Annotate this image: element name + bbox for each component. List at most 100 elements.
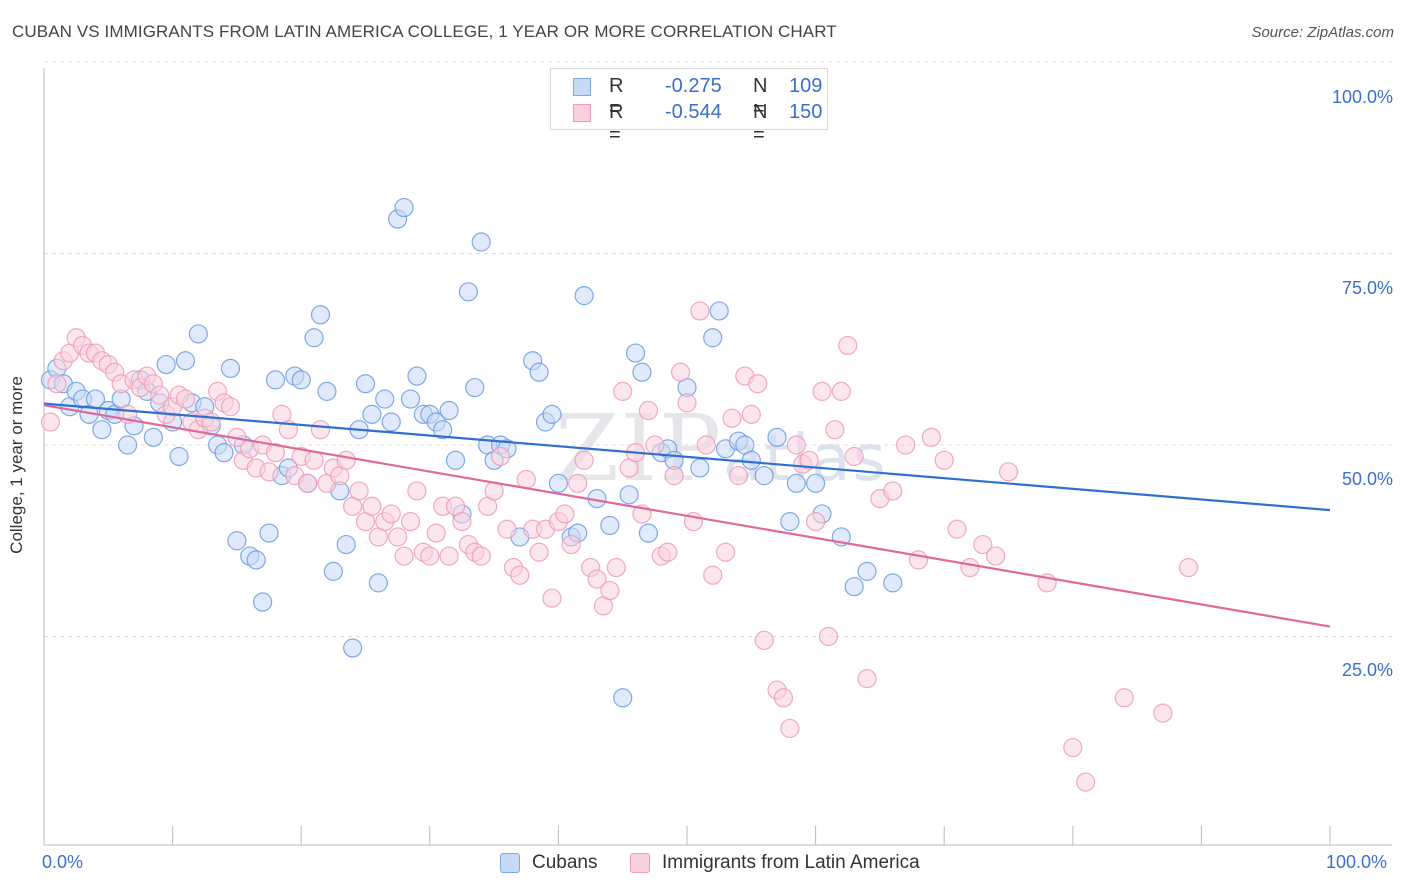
data-point xyxy=(150,385,170,405)
data-point xyxy=(773,688,794,708)
data-point xyxy=(677,393,697,413)
data-point xyxy=(452,511,472,532)
data-point xyxy=(362,404,382,424)
n-label: N = xyxy=(753,75,768,120)
data-point xyxy=(426,523,446,543)
data-point xyxy=(246,550,266,570)
stats-legend: R = -0.275 N = 109 R = -0.544 N = 150 xyxy=(550,68,828,146)
data-point xyxy=(1153,703,1173,723)
r-label: R = xyxy=(609,101,624,146)
data-point xyxy=(394,197,414,218)
data-point xyxy=(400,389,421,409)
data-point xyxy=(317,381,337,401)
data-point xyxy=(805,511,826,532)
data-point xyxy=(600,580,620,601)
r-label: R = xyxy=(609,75,624,120)
data-point xyxy=(227,531,247,551)
data-point xyxy=(465,377,485,398)
data-point xyxy=(670,362,691,382)
data-point xyxy=(973,534,993,555)
data-point xyxy=(786,473,806,493)
data-point xyxy=(143,427,163,447)
n-value: 109 xyxy=(789,75,823,97)
y-tick-label: 75.0% xyxy=(1341,278,1393,298)
data-point xyxy=(741,450,761,470)
x-tick-label: 100.0% xyxy=(1326,852,1388,872)
data-point xyxy=(658,542,678,562)
data-point xyxy=(568,473,588,493)
data-point xyxy=(600,515,620,536)
data-point xyxy=(439,546,459,566)
legend-swatch-pink xyxy=(573,104,591,122)
data-point xyxy=(574,450,594,470)
data-point xyxy=(400,511,421,532)
data-point xyxy=(336,534,356,555)
data-point xyxy=(375,389,395,409)
data-point xyxy=(883,573,903,593)
data-point xyxy=(1063,737,1083,758)
data-point xyxy=(542,404,562,424)
legend-label: Cubans xyxy=(532,852,598,873)
data-point xyxy=(703,328,723,348)
data-point xyxy=(613,381,633,401)
data-point xyxy=(323,561,343,581)
data-point xyxy=(767,427,787,447)
data-point xyxy=(188,324,208,344)
data-point xyxy=(220,358,241,378)
y-axis-label: College, 1 year or more xyxy=(7,376,26,554)
data-point xyxy=(896,435,916,455)
data-point xyxy=(433,420,453,440)
axes xyxy=(43,68,1392,846)
data-point xyxy=(265,370,286,390)
data-point xyxy=(998,462,1019,482)
data-point xyxy=(986,546,1006,566)
data-point xyxy=(355,374,376,394)
data-point xyxy=(529,542,549,562)
data-point xyxy=(291,370,311,390)
data-point xyxy=(47,374,67,394)
legend-swatch-blue xyxy=(500,853,520,873)
data-point xyxy=(921,427,941,447)
data-point xyxy=(220,397,241,417)
data-point xyxy=(960,557,980,578)
data-point xyxy=(728,466,749,486)
data-point xyxy=(420,546,440,566)
data-point xyxy=(947,519,967,539)
data-point xyxy=(439,400,459,421)
legend-label: Immigrants from Latin America xyxy=(662,852,920,873)
data-point xyxy=(838,335,858,356)
data-point xyxy=(561,534,581,555)
x-tick-label: 0.0% xyxy=(42,852,84,872)
data-point xyxy=(638,523,659,543)
data-point xyxy=(214,443,234,463)
data-point xyxy=(709,301,729,321)
r-value: -0.544 xyxy=(665,101,722,123)
data-point xyxy=(638,400,659,421)
trend-line xyxy=(43,404,1331,628)
data-point xyxy=(619,485,639,505)
data-point xyxy=(516,469,536,490)
data-point xyxy=(555,504,575,524)
data-point xyxy=(741,404,761,424)
data-point xyxy=(645,435,665,455)
data-point xyxy=(304,450,324,470)
data-point xyxy=(780,718,800,739)
data-point xyxy=(799,450,819,470)
data-point xyxy=(857,669,877,689)
data-point xyxy=(510,565,530,585)
data-point xyxy=(587,569,607,589)
data-point xyxy=(117,435,138,455)
data-point xyxy=(253,592,273,612)
data-point xyxy=(349,481,369,501)
cubans-points xyxy=(40,197,903,708)
data-point xyxy=(381,504,401,524)
data-point xyxy=(175,389,196,409)
data-point xyxy=(156,354,176,375)
data-point xyxy=(625,343,646,363)
data-point xyxy=(458,282,478,302)
data-point xyxy=(664,466,684,486)
n-label: N = xyxy=(753,101,768,146)
data-point xyxy=(175,351,196,371)
data-point xyxy=(304,328,324,348)
